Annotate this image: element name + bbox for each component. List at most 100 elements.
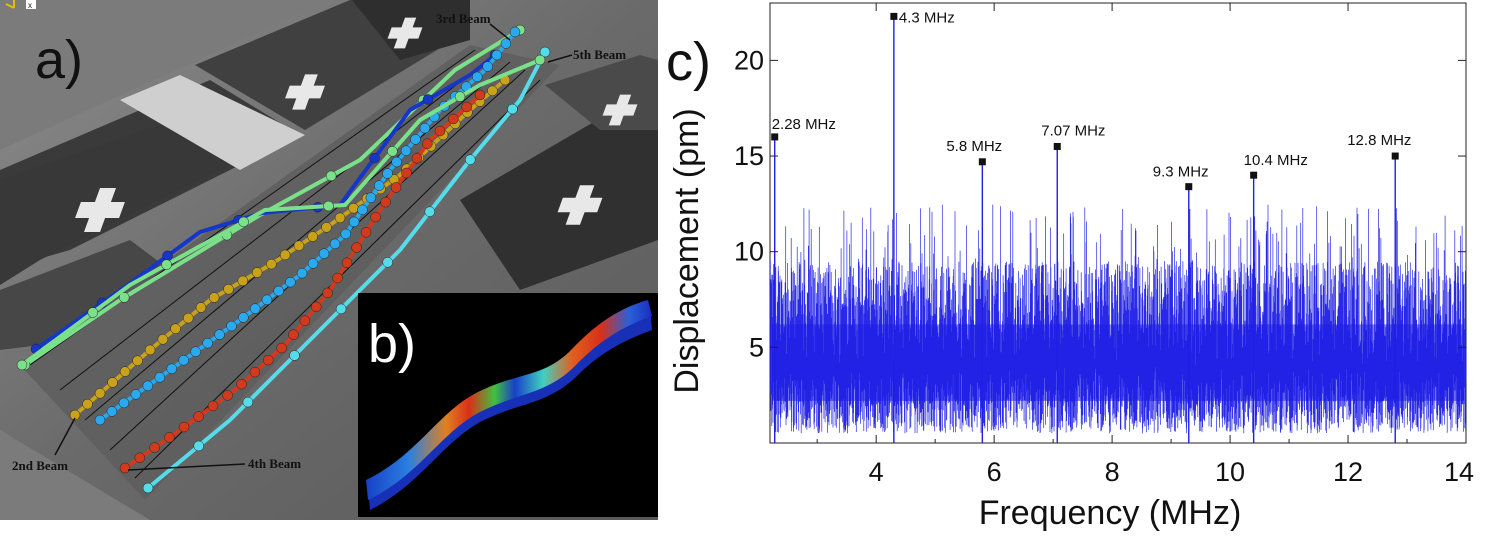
beam5-label: 5th Beam [573,47,626,62]
beam-node [434,125,446,137]
x-tick-label: 4 [869,457,884,487]
beam-node [16,359,28,371]
pad-right [460,95,658,290]
beam-node [465,154,476,165]
beam-node [190,346,201,357]
beam-node [482,61,493,72]
beam-node [263,354,274,366]
beam-node [310,301,322,313]
beam-node [382,257,393,268]
peak-marker [890,12,898,20]
beam-node [161,259,172,270]
beam-node [332,272,343,284]
noise-core [772,324,1464,401]
beam4-label: 4th Beam [248,456,301,471]
beam-node [289,350,300,361]
beam-node [370,211,381,223]
beam-node [164,432,175,443]
beam-node [348,216,360,228]
beam-curve [146,51,547,490]
cross-mark [285,74,325,110]
peak-label: 9.3 MHz [1153,164,1209,181]
peak-5: 9.3 MHz [1153,164,1209,443]
beam-node [166,363,177,375]
beam-node [534,54,546,66]
beam-node [162,250,173,262]
beam-node [170,323,181,334]
x-tick-label: 12 [1333,457,1363,487]
beam-node [208,292,220,303]
beam-node [507,103,518,115]
beam-node [307,231,318,242]
cross-mark [557,185,603,225]
beam-trace-red [119,89,486,474]
beam-node [238,312,249,323]
beam-node [237,275,249,287]
beam-node [373,180,385,191]
light-patch [120,75,305,170]
beam-node [222,390,233,401]
peak-marker [1250,171,1258,179]
peak-1: 2.28 MHz [771,116,836,443]
beam-node [106,406,118,417]
beam-node [276,342,287,354]
beam-curve [20,58,541,367]
beam-node [149,442,160,453]
noise-series [769,204,1467,434]
beam-node [318,248,330,259]
peak-4: 7.07 MHz [1041,122,1105,443]
peak-marker [771,133,779,141]
peak-marker [978,158,986,166]
beam-node [335,303,347,315]
beam-node [249,366,261,378]
beam-node [461,101,472,113]
leader-lines [54,23,573,471]
beam-node [323,200,334,212]
beam-trace-green-2 [16,54,546,371]
y-tick-label: 5 [749,332,764,362]
beam-node [118,397,130,409]
axis-triad-icon: x [5,0,36,10]
beam-node [369,152,380,164]
beam-node [134,452,146,464]
beam-node [236,378,247,390]
x-tick-label: 8 [1105,457,1120,487]
mode-shape-beam [366,300,652,500]
beam-node [365,192,377,203]
beam-node [401,167,412,179]
beam-node [87,307,99,318]
beam-node [195,302,207,313]
beam-node [321,222,332,233]
y-tick-label: 10 [734,237,764,267]
beam-node [424,206,436,217]
beam-curve [23,28,522,367]
beam-node [249,303,261,314]
peak-7: 12.8 MHz [1347,132,1411,443]
beam-node [391,156,402,168]
beam-node [491,49,503,61]
peak-label: 12.8 MHz [1347,132,1411,149]
beam-node [360,227,372,238]
beam-node [400,145,412,156]
peak-label: 2.28 MHz [772,116,836,133]
beam-node [193,411,204,422]
beam-node [487,85,498,97]
beam-node [154,372,166,383]
cross-mark [387,17,423,49]
spectrum-chart: 2.28 MHz 4.3 MHz 5.8 MHz 7.07 MHz 9.3 MHz 10.… [666,2,1474,532]
beam-node [380,196,391,208]
peak-label: 10.4 MHz [1244,152,1308,169]
beam-node [411,153,423,164]
peak-label: 7.07 MHz [1041,122,1105,139]
beam-node [183,312,194,324]
beam-node [329,238,341,250]
peak-label: 4.3 MHz [899,9,955,26]
beam-node [214,329,225,340]
beam-node [422,138,433,149]
peak-3: 5.8 MHz [946,138,1002,443]
beam-node [178,354,189,366]
beam-node [340,228,351,240]
beam-node [142,482,154,494]
cross-mark [75,188,125,232]
